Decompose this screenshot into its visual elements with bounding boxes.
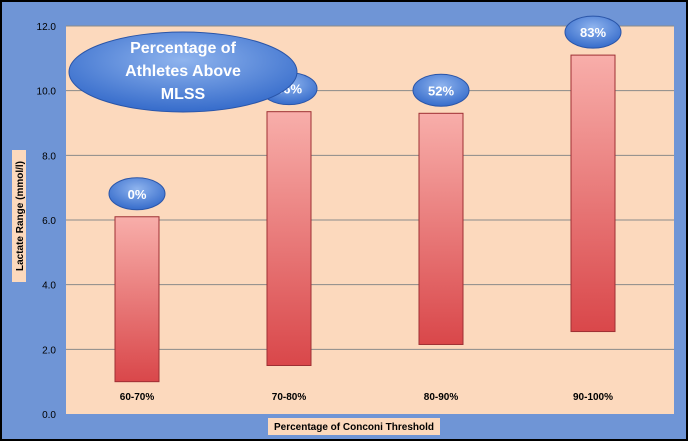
range-bar [418,112,464,345]
annotation-line-3: MLSS [161,86,206,103]
y-tick-label: 2.0 [42,345,56,356]
x-tick-label: 70-80% [272,392,307,403]
y-tick-label: 12.0 [37,22,57,33]
bar-label-bubble [412,73,470,107]
y-axis: 0.0 2.0 4.0 6.0 8.0 10.0 12.0 [37,22,57,421]
y-tick-label: 8.0 [42,151,56,162]
bar-label-text: 0% [128,187,147,202]
y-axis-title-box: Lactate Range (mmol/l) [12,150,26,282]
y-tick-label: 10.0 [37,87,57,98]
bar-label-bubble [108,177,166,211]
bar-label: 0% [108,177,166,211]
y-tick-label: 4.0 [42,281,56,292]
range-bar [266,111,312,366]
range-bar [570,54,616,333]
bar-label-text: 52% [428,83,454,98]
x-tick-label: 80-90% [424,392,459,403]
bars [114,54,616,383]
y-tick-label: 0.0 [42,410,56,421]
annotation-bubble: Percentage of Athletes Above MLSS [68,31,298,113]
range-bar [114,216,160,383]
bar-label-text: 83% [580,25,606,40]
x-axis-title-box: Percentage of Conconi Threshold [268,418,440,435]
x-tick-labels: 60-70% 70-80% 80-90% 90-100% [120,392,613,403]
bar-label-bubbles: 0%36% 52%83% [108,15,622,211]
x-tick-label: 90-100% [573,392,613,403]
annotation-line-2: Athletes Above [125,63,241,80]
y-tick-label: 6.0 [42,216,56,227]
bar-label: 83% [564,15,622,49]
bar-label-bubble [564,15,622,49]
annotation-line-1: Percentage of [130,40,236,57]
y-axis-title: Lactate Range (mmol/l) [15,161,26,271]
x-tick-label: 60-70% [120,392,155,403]
x-axis-title: Percentage of Conconi Threshold [274,422,434,433]
bar-label: 52% [412,73,470,107]
